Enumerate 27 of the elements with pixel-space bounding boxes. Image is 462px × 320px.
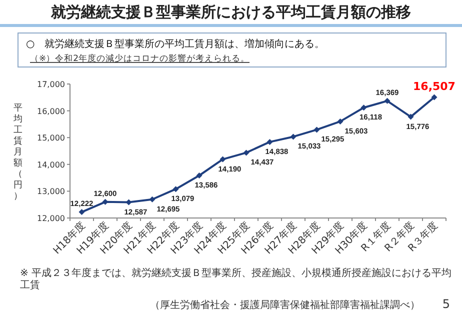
point [314, 126, 320, 133]
text: ※ 平成２３年度までは、就労継続支援Ｂ型事業所、授産施設、小規模通所授産施設における平均工賃 [20, 267, 452, 291]
point [431, 94, 438, 100]
point [243, 150, 250, 156]
point [266, 138, 273, 145]
point [196, 172, 202, 178]
point [360, 104, 367, 111]
point [78, 209, 85, 216]
annotation: 16,507 [413, 80, 456, 94]
y-tick-label: 13,000 [37, 187, 65, 196]
point [408, 114, 414, 120]
point [384, 98, 390, 104]
point [172, 186, 179, 192]
point [149, 196, 156, 202]
chart-title: 就労継続支援Ｂ型事業所における平均工賃月額の推移 [50, 3, 411, 21]
y-tick-label: 14,000 [37, 160, 65, 170]
chart-subtitle: ○ 就労継続支援Ｂ型事業所の平均工賃月額は、増加傾向にある。 [26, 38, 325, 50]
text: （厚生労働省社会・援護局障害保健福祉部障害福祉課調べ） [150, 299, 420, 311]
y-tick-label: 16,000 [37, 106, 65, 116]
y-tick-label: 17,000 [37, 80, 65, 89]
point [290, 134, 296, 140]
point [337, 118, 344, 124]
text: 平均工賃月額（円） [14, 104, 22, 202]
y-tick-label: 12,000 [37, 214, 65, 223]
y-tick-label: 15,000 [37, 134, 65, 143]
point [220, 156, 226, 162]
text: 5 [442, 297, 450, 311]
